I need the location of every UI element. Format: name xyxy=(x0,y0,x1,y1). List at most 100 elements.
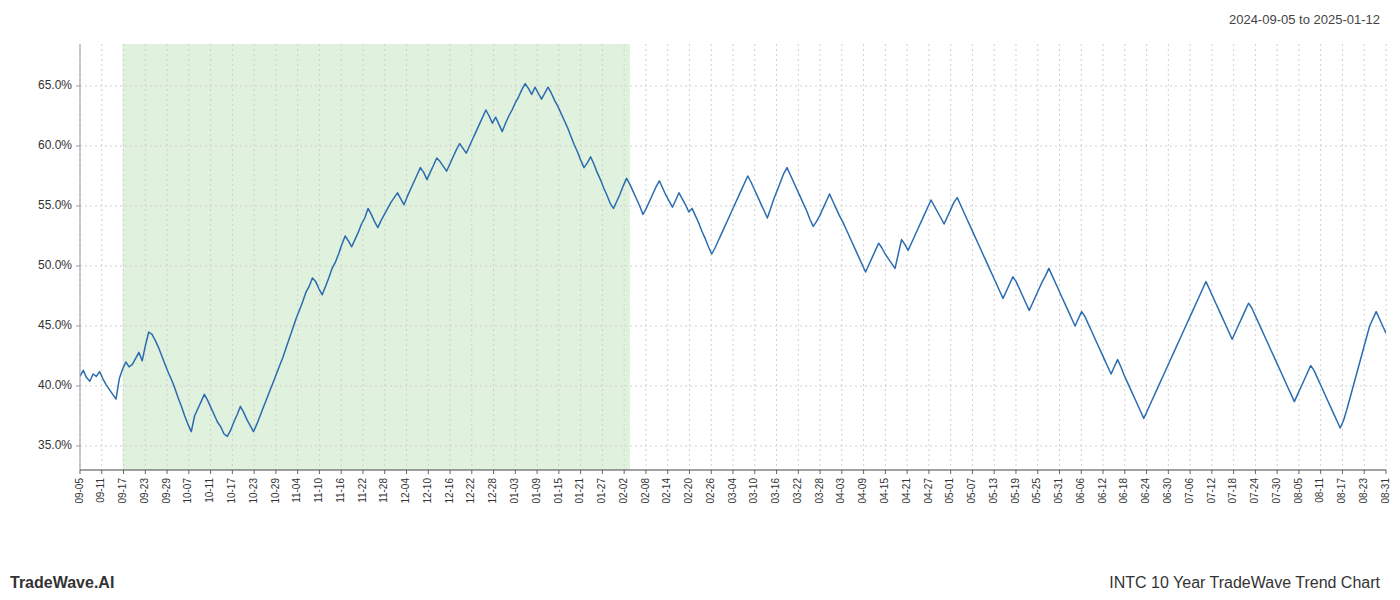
grid-line-x xyxy=(123,44,124,470)
x-tick-label: 06-24 xyxy=(1140,478,1151,504)
grid-line-x xyxy=(1386,44,1387,470)
grid-line-x xyxy=(450,44,451,470)
x-tick xyxy=(1124,470,1125,474)
grid-line-x xyxy=(297,44,298,470)
grid-line-x xyxy=(863,44,864,470)
grid-line-x xyxy=(1103,44,1104,470)
grid-line-x xyxy=(1124,44,1125,470)
y-tick xyxy=(76,386,80,387)
x-tick xyxy=(1386,470,1387,474)
grid-line-x xyxy=(928,44,929,470)
x-tick-label: 05-13 xyxy=(988,478,999,504)
x-tick xyxy=(950,470,951,474)
x-tick-label: 07-30 xyxy=(1271,478,1282,504)
grid-line-x xyxy=(362,44,363,470)
x-tick xyxy=(863,470,864,474)
x-tick xyxy=(1298,470,1299,474)
x-tick xyxy=(210,470,211,474)
chart: 35.0%40.0%45.0%50.0%55.0%60.0%65.0%09-05… xyxy=(0,0,1400,600)
grid-line-x xyxy=(1168,44,1169,470)
x-tick-label: 08-11 xyxy=(1314,478,1325,503)
grid-line-x xyxy=(1081,44,1082,470)
x-tick-label: 05-07 xyxy=(966,478,977,504)
y-tick xyxy=(76,206,80,207)
x-tick xyxy=(776,470,777,474)
grid-line-x xyxy=(1015,44,1016,470)
y-tick-label: 45.0% xyxy=(38,318,72,332)
grid-line-x xyxy=(254,44,255,470)
x-tick xyxy=(667,470,668,474)
grid-line-x xyxy=(820,44,821,470)
grid-line-x xyxy=(1037,44,1038,470)
x-tick xyxy=(167,470,168,474)
x-tick xyxy=(493,470,494,474)
x-tick xyxy=(123,470,124,474)
x-tick xyxy=(820,470,821,474)
grid-line-x xyxy=(1211,44,1212,470)
line xyxy=(80,84,1386,437)
x-tick-label: 03-22 xyxy=(792,478,803,504)
grid-line-x xyxy=(1255,44,1256,470)
x-tick-label: 09-29 xyxy=(161,478,172,504)
grid-line-x xyxy=(711,44,712,470)
x-tick-label: 05-31 xyxy=(1053,478,1064,504)
x-tick xyxy=(297,470,298,474)
x-tick xyxy=(1081,470,1082,474)
x-tick-label: 08-05 xyxy=(1293,478,1304,504)
grid-line-x xyxy=(602,44,603,470)
x-tick xyxy=(254,470,255,474)
x-tick xyxy=(972,470,973,474)
x-tick xyxy=(101,470,102,474)
x-tick-label: 01-15 xyxy=(553,478,564,504)
y-tick xyxy=(76,266,80,267)
y-tick-label: 55.0% xyxy=(38,198,72,212)
x-tick xyxy=(80,470,81,474)
x-tick-label: 06-30 xyxy=(1162,478,1173,504)
x-tick xyxy=(711,470,712,474)
grid-line-x xyxy=(841,44,842,470)
axes: 35.0%40.0%45.0%50.0%55.0%60.0%65.0%09-05… xyxy=(38,44,1391,504)
x-tick xyxy=(188,470,189,474)
x-tick-label: 11-10 xyxy=(313,478,324,503)
x-tick xyxy=(1233,470,1234,474)
y-tick-label: 35.0% xyxy=(38,438,72,452)
x-tick xyxy=(1059,470,1060,474)
x-tick xyxy=(1364,470,1365,474)
x-tick-label: 12-16 xyxy=(444,478,455,504)
grid-line-x xyxy=(275,44,276,470)
x-tick-label: 12-10 xyxy=(422,478,433,504)
x-tick xyxy=(1211,470,1212,474)
grid-line-x xyxy=(907,44,908,470)
x-tick-label: 01-03 xyxy=(509,478,520,504)
x-tick-label: 02-20 xyxy=(683,478,694,504)
x-tick xyxy=(515,470,516,474)
grid-line-x xyxy=(537,44,538,470)
x-tick-label: 11-16 xyxy=(335,478,346,503)
grid-line-x xyxy=(1320,44,1321,470)
x-tick-label: 01-09 xyxy=(531,478,542,504)
grid-line-x xyxy=(384,44,385,470)
x-tick-label: 10-17 xyxy=(226,478,237,504)
x-tick-label: 04-21 xyxy=(901,478,912,504)
y-tick xyxy=(76,446,80,447)
x-tick xyxy=(275,470,276,474)
annotation: TradeWave.AI xyxy=(10,574,114,591)
x-tick-label: 03-28 xyxy=(814,478,825,504)
grid-line-x xyxy=(1277,44,1278,470)
grid-line-x xyxy=(689,44,690,470)
grid-line-x xyxy=(167,44,168,470)
y-tick-label: 60.0% xyxy=(38,138,72,152)
x-tick-label: 09-05 xyxy=(74,478,85,504)
x-tick xyxy=(232,470,233,474)
x-tick xyxy=(885,470,886,474)
x-tick xyxy=(1255,470,1256,474)
subtitle: 2024-09-05 to 2025-01-12 xyxy=(1229,12,1380,27)
x-tick-label: 04-27 xyxy=(923,478,934,504)
grid-line-x xyxy=(1298,44,1299,470)
x-tick-label: 07-12 xyxy=(1206,478,1217,504)
x-tick xyxy=(1146,470,1147,474)
x-tick-label: 04-03 xyxy=(835,478,846,504)
x-tick-label: 05-01 xyxy=(944,478,955,504)
x-tick xyxy=(928,470,929,474)
x-tick-label: 07-18 xyxy=(1227,478,1238,504)
